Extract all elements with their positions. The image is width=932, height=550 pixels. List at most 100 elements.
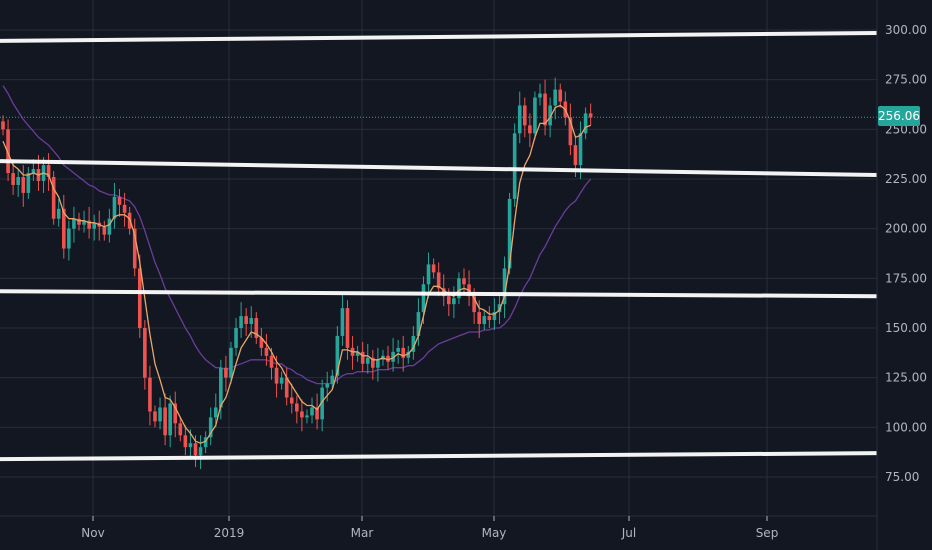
- candle-body: [497, 304, 502, 313]
- candle-body: [16, 177, 20, 185]
- candle-body: [416, 312, 421, 336]
- candle-body: [330, 375, 335, 384]
- candle-body: [11, 173, 15, 185]
- candle-body: [178, 423, 183, 436]
- ema-fast-line: [2, 104, 591, 444]
- support-line-upper[interactable]: [0, 159, 878, 178]
- candle-body: [137, 268, 142, 328]
- candle-body: [538, 93, 542, 98]
- candle-body: [87, 220, 91, 229]
- candle-body: [315, 407, 319, 420]
- candle-body: [401, 347, 406, 358]
- candle-body: [573, 145, 578, 166]
- candle-body: [77, 218, 81, 225]
- x-tick-label: 2019: [214, 526, 245, 540]
- candle-body: [325, 383, 330, 388]
- candle-body: [548, 105, 552, 126]
- candle-body: [168, 403, 172, 436]
- candle-body: [122, 204, 127, 213]
- candle-body: [244, 316, 248, 325]
- candle-body: [305, 415, 309, 418]
- candle-body: [457, 278, 461, 299]
- candle-body: [203, 437, 208, 448]
- candle-body: [173, 403, 178, 424]
- x-tick-label: Sep: [756, 526, 779, 540]
- candle-body: [219, 367, 223, 408]
- candle-body: [224, 367, 228, 378]
- candle-body: [452, 298, 456, 305]
- candle-body: [396, 347, 400, 352]
- candle-body: [213, 407, 218, 418]
- trendlines[interactable]: [0, 30, 878, 462]
- x-tick-label: Mar: [351, 526, 374, 540]
- candle-body: [82, 220, 86, 225]
- candle-body: [487, 316, 492, 321]
- candle-body: [1, 121, 5, 130]
- y-tick-label: 200.00: [885, 222, 927, 236]
- y-tick-label: 300.00: [885, 23, 927, 37]
- candle-body: [269, 355, 274, 368]
- resistance-line-top[interactable]: [0, 30, 878, 43]
- candle-body: [21, 177, 26, 193]
- candle-body: [92, 222, 96, 229]
- candle-body: [158, 407, 162, 422]
- candle-body: [411, 335, 416, 352]
- candle-body: [56, 208, 61, 219]
- candle-body: [553, 89, 557, 106]
- ema-fast-series: [2, 104, 591, 444]
- candle-body: [117, 196, 122, 205]
- candle-body: [492, 312, 497, 321]
- candle-body: [259, 337, 264, 348]
- candle-body: [568, 117, 573, 146]
- candle-body: [528, 125, 532, 134]
- candle-body: [163, 407, 167, 436]
- candle-body: [67, 228, 71, 249]
- support-line-middle[interactable]: [0, 289, 878, 299]
- candle-body: [289, 397, 294, 404]
- candle-body: [502, 268, 507, 305]
- candle-body: [229, 347, 233, 378]
- candle-body: [406, 351, 411, 358]
- candle-body: [431, 264, 436, 273]
- candle-body: [31, 169, 36, 174]
- support-line-lower[interactable]: [0, 451, 878, 462]
- candle-body: [132, 228, 137, 269]
- candle-body: [107, 218, 112, 235]
- candle-body: [447, 296, 451, 305]
- candle-body: [279, 377, 284, 384]
- candle-body: [355, 351, 360, 356]
- candle-body: [300, 411, 304, 418]
- candle-body: [239, 316, 243, 328]
- candle-body: [153, 411, 157, 422]
- candle-body: [426, 264, 431, 285]
- candle-body: [295, 403, 299, 412]
- candle-body: [421, 284, 426, 313]
- y-tick-label: 100.00: [885, 420, 927, 434]
- candle-body: [482, 316, 487, 325]
- candle-body: [320, 387, 324, 420]
- candle-body: [234, 328, 238, 348]
- candle-body: [6, 129, 10, 174]
- candle-body: [26, 173, 31, 193]
- candle-body: [517, 105, 522, 134]
- candle-body: [477, 312, 482, 325]
- candle-body: [512, 133, 517, 199]
- candle-body: [188, 443, 193, 448]
- candle-body: [310, 407, 314, 416]
- candle-body: [335, 335, 340, 376]
- y-tick-label: 175.00: [885, 271, 927, 285]
- candle-body: [472, 296, 476, 313]
- candle-body: [72, 218, 76, 229]
- candle-body: [274, 367, 279, 384]
- x-tick-label: Jul: [621, 526, 636, 540]
- time-axis[interactable]: Nov 2019 Mar May Jul Sep: [81, 516, 778, 540]
- x-tick-label: May: [482, 526, 507, 540]
- ema-slow-line: [2, 85, 592, 385]
- ema-slow-series: [2, 85, 592, 385]
- candle-body: [522, 105, 527, 126]
- last-price-label: 256.06: [878, 109, 920, 123]
- candle-body: [578, 133, 583, 166]
- candle-body: [193, 443, 198, 456]
- y-tick-label: 75.00: [885, 470, 919, 484]
